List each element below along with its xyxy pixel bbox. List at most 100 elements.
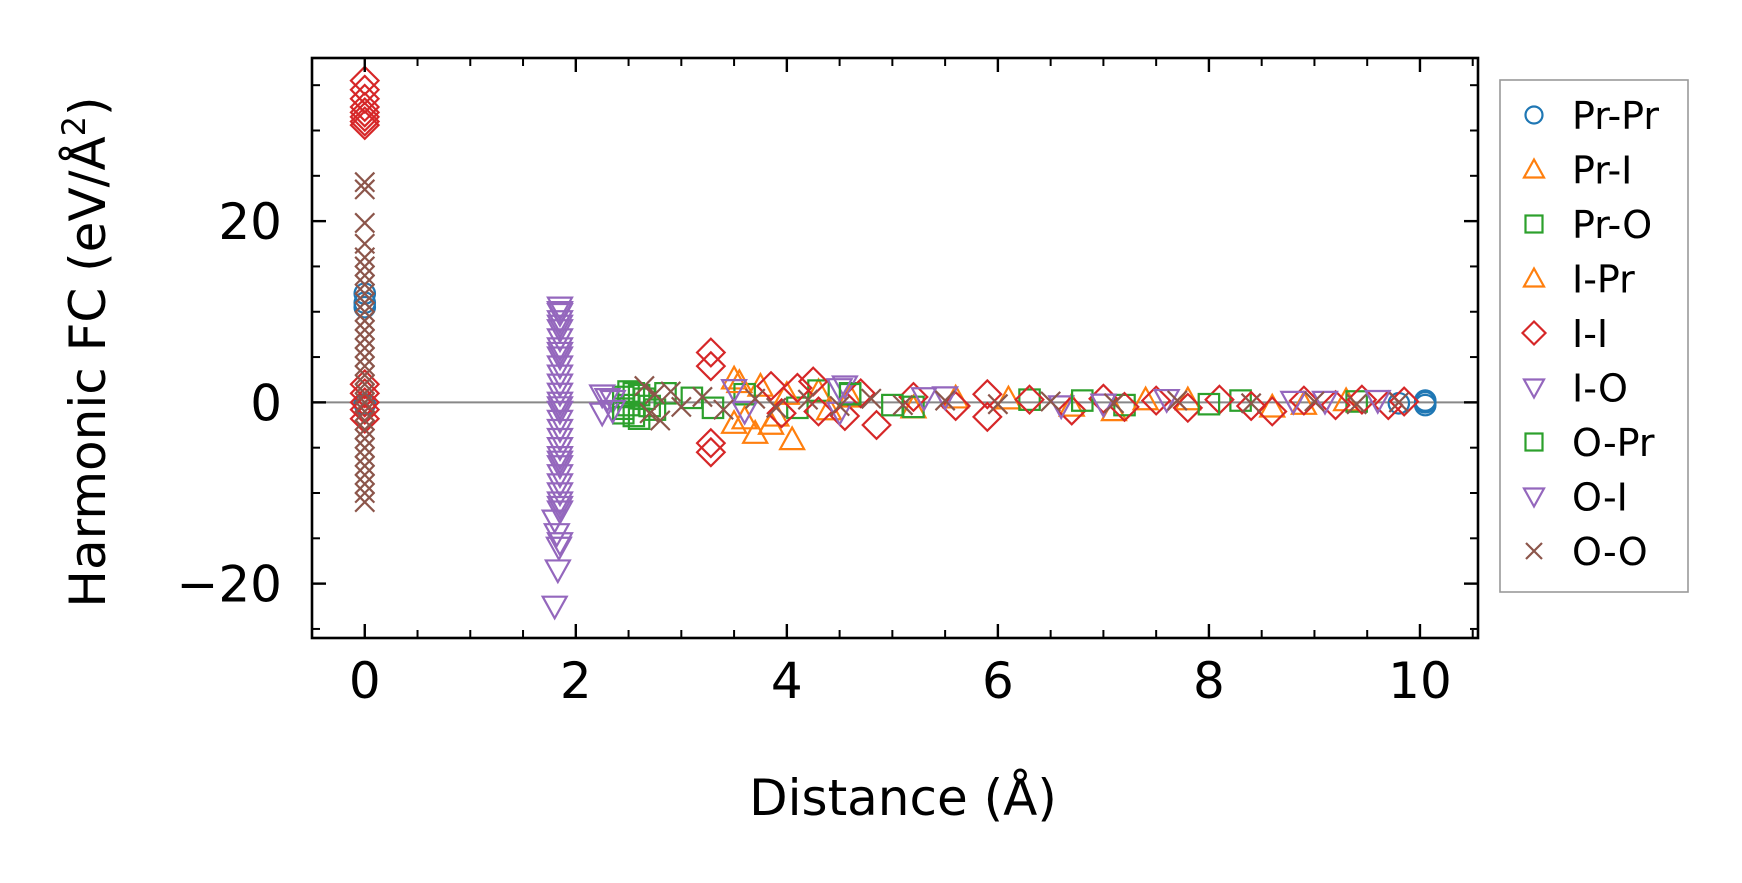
data-point bbox=[695, 350, 727, 382]
data-point bbox=[1131, 385, 1160, 411]
plot-frame bbox=[310, 56, 1480, 640]
legend-marker bbox=[1522, 378, 1546, 400]
legend-item: Pr-I bbox=[1522, 149, 1632, 193]
data-point bbox=[695, 427, 727, 459]
legend-label: Pr-O bbox=[1572, 203, 1652, 247]
series-O-O bbox=[354, 171, 1410, 513]
legend-marker bbox=[1522, 266, 1546, 288]
data-point bbox=[546, 382, 574, 408]
legend-item: O-I bbox=[1522, 476, 1628, 520]
data-point bbox=[545, 536, 573, 562]
data-point bbox=[546, 319, 574, 345]
data-point bbox=[354, 274, 376, 295]
data-point bbox=[354, 346, 376, 368]
legend-item: I-I bbox=[1520, 312, 1608, 356]
data-point bbox=[634, 375, 655, 397]
legend-item: I-O bbox=[1522, 367, 1628, 411]
data-point bbox=[638, 394, 661, 418]
data-point bbox=[349, 403, 381, 435]
data-point bbox=[1040, 391, 1062, 412]
legend-marker bbox=[1524, 432, 1544, 452]
data-point bbox=[354, 428, 376, 450]
legend-item: I-Pr bbox=[1522, 258, 1635, 302]
data-point bbox=[910, 387, 938, 413]
data-point bbox=[546, 495, 574, 521]
data-point bbox=[546, 455, 574, 481]
data-point bbox=[1173, 385, 1202, 411]
data-point bbox=[354, 464, 376, 486]
series-O-I bbox=[546, 301, 1339, 521]
data-point bbox=[1089, 393, 1118, 419]
plot-area bbox=[312, 65, 1478, 621]
data-point bbox=[546, 450, 574, 476]
data-point bbox=[354, 373, 376, 395]
data-point bbox=[778, 425, 806, 451]
data-point bbox=[1240, 392, 1262, 414]
legend-marker bbox=[1524, 214, 1544, 234]
data-point bbox=[354, 382, 376, 404]
data-point bbox=[349, 91, 381, 123]
data-point bbox=[354, 391, 376, 413]
data-point bbox=[660, 381, 682, 402]
data-point bbox=[354, 482, 376, 504]
data-point bbox=[730, 400, 759, 426]
data-point bbox=[354, 171, 376, 193]
data-point bbox=[1152, 388, 1181, 414]
data-point bbox=[692, 386, 713, 408]
y-tick-label: −20 bbox=[176, 556, 282, 614]
data-point bbox=[860, 388, 882, 410]
data-point bbox=[349, 106, 381, 137]
data-point bbox=[349, 377, 381, 409]
data-point bbox=[695, 337, 727, 368]
data-point bbox=[354, 301, 376, 323]
data-point bbox=[829, 395, 850, 417]
data-point bbox=[542, 523, 571, 549]
legend-label: O-O bbox=[1572, 530, 1648, 574]
data-point bbox=[1014, 384, 1045, 416]
legend-marker bbox=[1520, 319, 1548, 347]
data-point bbox=[546, 346, 574, 372]
data-point bbox=[1140, 385, 1172, 416]
data-point bbox=[1279, 390, 1308, 416]
data-point bbox=[1103, 392, 1125, 414]
legend-item: Pr-Pr bbox=[1524, 94, 1659, 138]
data-point bbox=[353, 295, 377, 319]
data-point bbox=[1304, 391, 1325, 412]
x-tick-label: 2 bbox=[560, 652, 592, 710]
data-point bbox=[354, 419, 376, 440]
data-point bbox=[845, 377, 877, 409]
data-point bbox=[354, 292, 376, 314]
legend-label: O-Pr bbox=[1572, 421, 1655, 465]
data-point bbox=[354, 246, 376, 268]
data-point bbox=[546, 400, 574, 426]
data-point bbox=[803, 396, 834, 427]
data-point bbox=[987, 393, 1009, 415]
data-point bbox=[1258, 392, 1287, 418]
data-point bbox=[598, 399, 627, 425]
data-point bbox=[815, 395, 843, 421]
y-tick-label: 0 bbox=[250, 374, 282, 432]
data-point bbox=[1346, 384, 1378, 416]
data-point bbox=[546, 409, 574, 435]
data-point bbox=[994, 384, 1023, 410]
series-I-O bbox=[540, 296, 1392, 621]
data-point bbox=[354, 364, 376, 386]
legend-label: O-I bbox=[1572, 476, 1628, 520]
legend-label: Pr-I bbox=[1572, 149, 1632, 193]
data-point bbox=[546, 464, 574, 490]
data-point bbox=[1388, 386, 1420, 417]
data-point bbox=[730, 404, 759, 430]
data-point bbox=[931, 386, 959, 412]
data-point bbox=[1363, 389, 1392, 415]
data-point bbox=[546, 355, 574, 381]
data-point bbox=[898, 381, 929, 413]
data-point bbox=[695, 436, 727, 468]
data-point bbox=[354, 401, 376, 422]
data-point bbox=[639, 402, 661, 424]
legend-item: Pr-O bbox=[1524, 203, 1652, 247]
data-point bbox=[546, 301, 574, 327]
data-point bbox=[546, 296, 574, 322]
data-point bbox=[588, 384, 617, 410]
data-point bbox=[713, 399, 734, 421]
data-point bbox=[349, 387, 381, 418]
